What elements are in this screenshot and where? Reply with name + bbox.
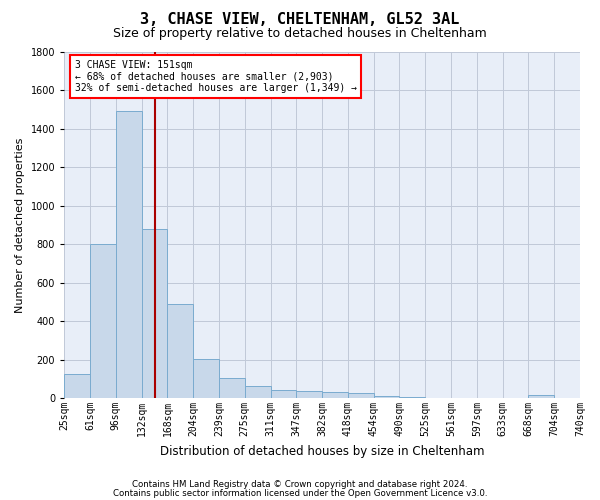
Bar [245,386,271,398]
Bar [322,392,348,398]
Bar [64,374,90,398]
Bar [374,396,400,398]
Bar [193,358,219,398]
Bar [529,396,554,398]
Bar [116,111,142,398]
Text: Size of property relative to detached houses in Cheltenham: Size of property relative to detached ho… [113,28,487,40]
Bar [400,397,425,398]
Bar [271,390,296,398]
Text: 3, CHASE VIEW, CHELTENHAM, GL52 3AL: 3, CHASE VIEW, CHELTENHAM, GL52 3AL [140,12,460,28]
Text: 3 CHASE VIEW: 151sqm
← 68% of detached houses are smaller (2,903)
32% of semi-de: 3 CHASE VIEW: 151sqm ← 68% of detached h… [74,60,356,94]
Bar [348,394,374,398]
Text: Contains HM Land Registry data © Crown copyright and database right 2024.: Contains HM Land Registry data © Crown c… [132,480,468,489]
Bar [167,304,193,398]
X-axis label: Distribution of detached houses by size in Cheltenham: Distribution of detached houses by size … [160,444,484,458]
Bar [142,228,167,398]
Text: Contains public sector information licensed under the Open Government Licence v3: Contains public sector information licen… [113,488,487,498]
Y-axis label: Number of detached properties: Number of detached properties [15,137,25,312]
Bar [296,392,322,398]
Bar [90,244,116,398]
Bar [219,378,245,398]
